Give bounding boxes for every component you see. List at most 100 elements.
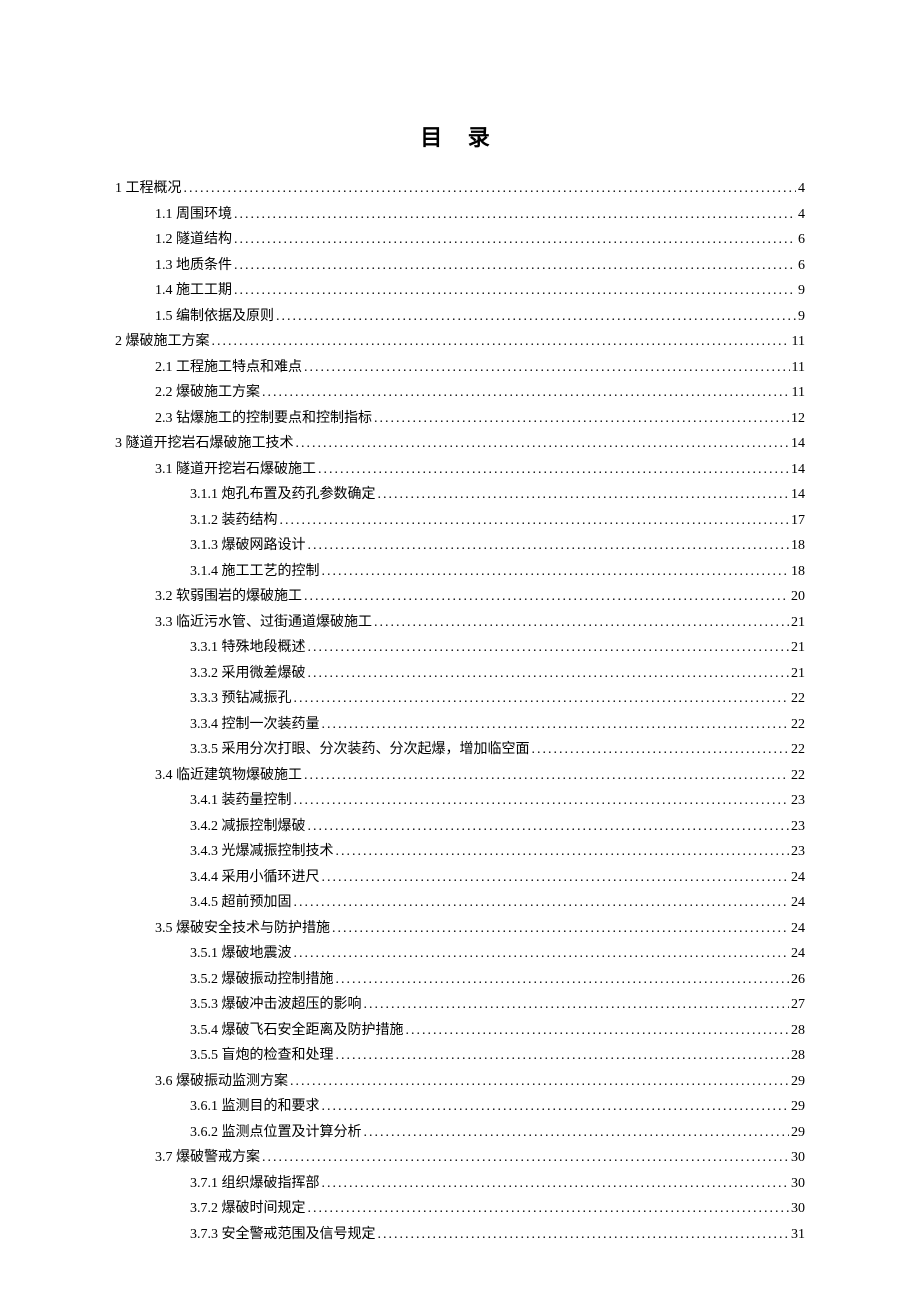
toc-entry-leader [290, 1069, 789, 1095]
toc-entry-page: 24 [791, 941, 805, 967]
toc-entry-page: 28 [791, 1018, 805, 1044]
toc-entry-page: 11 [792, 329, 805, 355]
toc-entry-page: 9 [798, 278, 805, 304]
toc-entry: 3.6.1 监测目的和要求29 [115, 1094, 805, 1120]
toc-entry-label: 3.1 隧道开挖岩石爆破施工 [155, 457, 316, 483]
toc-entry-leader [234, 278, 796, 304]
toc-entry: 3.4.2 减振控制爆破23 [115, 814, 805, 840]
toc-entry: 3.5.2 爆破振动控制措施26 [115, 967, 805, 993]
toc-entry: 3.6 爆破振动监测方案29 [115, 1069, 805, 1095]
toc-title: 目 录 [115, 120, 805, 152]
toc-entry-leader [406, 1018, 790, 1044]
toc-entry: 1.2 隧道结构6 [115, 227, 805, 253]
toc-entry-label: 3.7.2 爆破时间规定 [190, 1196, 306, 1222]
toc-entry: 2.3 钻爆施工的控制要点和控制指标12 [115, 406, 805, 432]
toc-entry-label: 2.2 爆破施工方案 [155, 380, 260, 406]
toc-entry: 2 爆破施工方案 11 [115, 329, 805, 355]
toc-entry-page: 24 [791, 890, 805, 916]
toc-entry: 3.1.1 炮孔布置及药孔参数确定14 [115, 482, 805, 508]
toc-entry-label: 1.4 施工工期 [155, 278, 232, 304]
toc-entry: 3 隧道开挖岩石爆破施工技术14 [115, 431, 805, 457]
toc-entry-leader [304, 355, 790, 381]
toc-entry-page: 31 [791, 1222, 805, 1248]
toc-entry-page: 18 [791, 533, 805, 559]
toc-entry: 3.3 临近污水管、过街通道爆破施工 21 [115, 610, 805, 636]
toc-entry-page: 6 [798, 253, 805, 279]
toc-entry: 3.7 爆破警戒方案30 [115, 1145, 805, 1171]
toc-entry-page: 23 [791, 814, 805, 840]
toc-entry-leader [336, 967, 790, 993]
toc-entry-leader [322, 1171, 790, 1197]
toc-entry-page: 21 [791, 635, 805, 661]
toc-entry-page: 18 [791, 559, 805, 585]
toc-entry-page: 29 [791, 1120, 805, 1146]
toc-entry-page: 28 [791, 1043, 805, 1069]
toc-entry-label: 3.4.5 超前预加固 [190, 890, 292, 916]
toc-entry-label: 3.1.4 施工工艺的控制 [190, 559, 320, 585]
toc-entry: 3.4.3 光爆减振控制技术23 [115, 839, 805, 865]
toc-entry-label: 1.5 编制依据及原则 [155, 304, 274, 330]
toc-entry-page: 21 [791, 610, 805, 636]
toc-entry-leader [332, 916, 789, 942]
toc-entry-label: 3.5.4 爆破飞石安全距离及防护措施 [190, 1018, 404, 1044]
toc-entry-page: 9 [798, 304, 805, 330]
toc-entry-leader [294, 788, 790, 814]
toc-entry: 3.4.4 采用小循环进尺 24 [115, 865, 805, 891]
toc-entry: 3.4 临近建筑物爆破施工22 [115, 763, 805, 789]
toc-entry-label: 3.7.3 安全警戒范围及信号规定 [190, 1222, 376, 1248]
toc-entry: 1.1 周围环境4 [115, 202, 805, 228]
toc-entry-leader [234, 253, 796, 279]
toc-entry-page: 22 [791, 737, 805, 763]
toc-entry-label: 3.7.1 组织爆破指挥部 [190, 1171, 320, 1197]
toc-entry-page: 11 [792, 355, 805, 381]
toc-entry-leader [304, 763, 789, 789]
toc-entry-leader [336, 839, 790, 865]
toc-entry-label: 3.3.4 控制一次装药量 [190, 712, 320, 738]
toc-entry-label: 3.3.2 采用微差爆破 [190, 661, 306, 687]
toc-entry-label: 1.1 周围环境 [155, 202, 232, 228]
toc-entry-page: 24 [791, 916, 805, 942]
toc-entry-label: 2 爆破施工方案 [115, 329, 210, 355]
toc-entry-page: 4 [798, 176, 805, 202]
toc-entry-leader [262, 380, 790, 406]
toc-entry-page: 6 [798, 227, 805, 253]
toc-entry: 3.3.3 预钻减振孔22 [115, 686, 805, 712]
toc-entry-leader [184, 176, 797, 202]
toc-entry-leader [318, 457, 789, 483]
toc-entry-leader [308, 533, 790, 559]
toc-entry-label: 3.4.4 采用小循环进尺 [190, 865, 320, 891]
toc-entry-label: 3.6.1 监测目的和要求 [190, 1094, 320, 1120]
toc-entry-leader [364, 992, 790, 1018]
toc-entry: 1.5 编制依据及原则 9 [115, 304, 805, 330]
toc-entry-label: 3.1.3 爆破网路设计 [190, 533, 306, 559]
toc-entry: 3.5.4 爆破飞石安全距离及防护措施 28 [115, 1018, 805, 1044]
toc-entry-page: 22 [791, 712, 805, 738]
toc-entry-label: 3.5.2 爆破振动控制措施 [190, 967, 334, 993]
toc-entry-leader [276, 304, 796, 330]
toc-entry-page: 21 [791, 661, 805, 687]
toc-entry: 1 工程概况 4 [115, 176, 805, 202]
toc-entry-leader [308, 661, 790, 687]
toc-entry-leader [212, 329, 790, 355]
toc-entry-page: 27 [791, 992, 805, 1018]
toc-entry-leader [374, 406, 789, 432]
toc-entry: 3.2 软弱围岩的爆破施工20 [115, 584, 805, 610]
toc-entry-label: 1 工程概况 [115, 176, 182, 202]
toc-entry-leader [336, 1043, 790, 1069]
toc-entry: 3.3.1 特殊地段概述21 [115, 635, 805, 661]
toc-entry-page: 14 [791, 482, 805, 508]
toc-entry-page: 30 [791, 1171, 805, 1197]
toc-entry-page: 12 [791, 406, 805, 432]
toc-entry-leader [304, 584, 789, 610]
toc-entry-label: 3.3.5 采用分次打眼、分次装药、分次起爆，增加临空面 [190, 737, 530, 763]
toc-entry-label: 3.1.2 装药结构 [190, 508, 278, 534]
toc-entry-label: 3.5.3 爆破冲击波超压的影响 [190, 992, 362, 1018]
toc-entry: 3.4.1 装药量控制23 [115, 788, 805, 814]
toc-entry: 3.5.3 爆破冲击波超压的影响 27 [115, 992, 805, 1018]
toc-entry-page: 24 [791, 865, 805, 891]
toc-entry-label: 3.3 临近污水管、过街通道爆破施工 [155, 610, 372, 636]
toc-entry-page: 22 [791, 763, 805, 789]
toc-entry-leader [280, 508, 790, 534]
toc-entry: 3.7.3 安全警戒范围及信号规定 31 [115, 1222, 805, 1248]
toc-entry-page: 23 [791, 788, 805, 814]
